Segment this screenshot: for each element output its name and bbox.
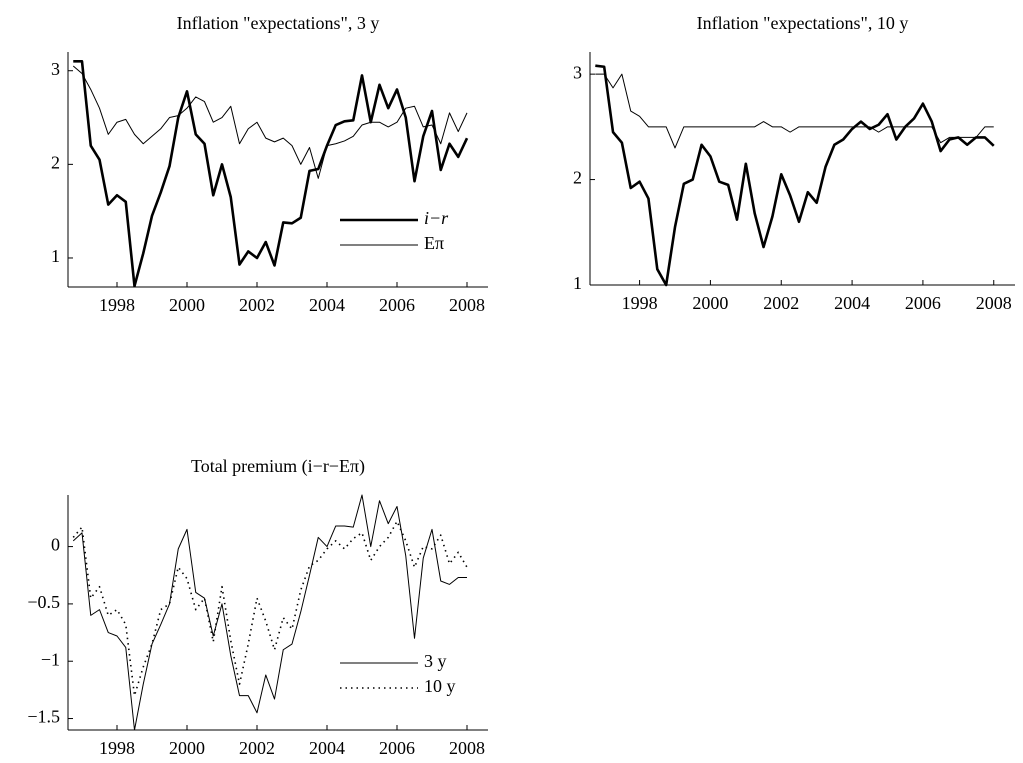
x-tick-label: 2004 <box>309 295 345 315</box>
data-line <box>72 520 468 697</box>
x-tick-label: 2002 <box>763 293 799 313</box>
data-line <box>595 73 994 149</box>
x-tick-label: 2006 <box>379 295 415 315</box>
data-line <box>72 65 468 179</box>
y-tick-label: −1.5 <box>27 707 60 727</box>
x-tick-label: 2000 <box>692 293 728 313</box>
x-tick-label: 2008 <box>449 295 485 315</box>
legend-label: 10 y <box>424 676 456 696</box>
x-tick-label: 2002 <box>239 295 275 315</box>
x-tick-label: 2006 <box>379 738 415 758</box>
data-line <box>595 64 995 287</box>
y-tick-label: −1 <box>41 649 60 669</box>
x-tick-label: 2008 <box>449 738 485 758</box>
chart-title: Inflation "expectations", 3 y <box>177 13 380 33</box>
data-line <box>73 60 469 288</box>
chart-title: Total premium (i−r−Eπ) <box>191 456 365 477</box>
y-tick-label: 2 <box>573 168 582 188</box>
y-tick-label: 1 <box>573 273 582 293</box>
x-tick-label: 2008 <box>976 293 1012 313</box>
y-tick-label: 2 <box>51 152 60 172</box>
x-tick-label: 2006 <box>905 293 941 313</box>
legend-label: 3 y <box>424 651 447 671</box>
y-tick-label: 1 <box>51 246 60 266</box>
x-tick-label: 2002 <box>239 738 275 758</box>
y-tick-label: 3 <box>51 59 60 79</box>
x-tick-label: 1998 <box>99 295 135 315</box>
x-tick-label: 1998 <box>99 738 135 758</box>
legend-label: i−r <box>424 208 449 228</box>
data-line <box>72 494 467 731</box>
x-tick-label: 2000 <box>169 738 205 758</box>
x-tick-label: 2004 <box>834 293 870 313</box>
legend-label: Eπ <box>424 233 444 253</box>
x-tick-label: 1998 <box>622 293 658 313</box>
chart-title: Inflation "expectations", 10 y <box>697 13 909 33</box>
y-tick-label: 3 <box>573 62 582 82</box>
x-tick-label: 2000 <box>169 295 205 315</box>
x-tick-label: 2004 <box>309 738 345 758</box>
figure-content: Inflation "expectations", 3 y 1 2 3 1998 2000… <box>27 13 1015 758</box>
y-tick-label: 0 <box>51 535 60 555</box>
y-tick-label: −0.5 <box>27 592 60 612</box>
